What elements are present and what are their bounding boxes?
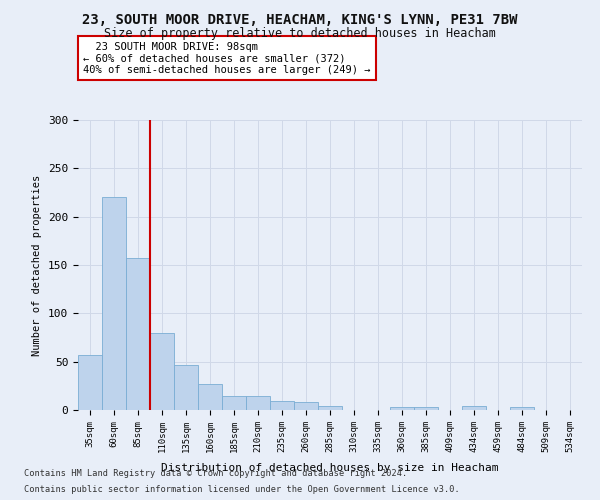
- Bar: [390, 407, 414, 410]
- Bar: [294, 402, 318, 410]
- Bar: [246, 396, 270, 410]
- Bar: [510, 407, 534, 410]
- Text: 23, SOUTH MOOR DRIVE, HEACHAM, KING'S LYNN, PE31 7BW: 23, SOUTH MOOR DRIVE, HEACHAM, KING'S LY…: [82, 12, 518, 26]
- Bar: [150, 332, 174, 410]
- Bar: [126, 258, 150, 410]
- Text: Contains HM Land Registry data © Crown copyright and database right 2024.: Contains HM Land Registry data © Crown c…: [24, 468, 407, 477]
- Bar: [222, 396, 246, 410]
- Text: Size of property relative to detached houses in Heacham: Size of property relative to detached ho…: [104, 28, 496, 40]
- Bar: [270, 402, 294, 410]
- Text: 23 SOUTH MOOR DRIVE: 98sqm  
← 60% of detached houses are smaller (372)
40% of s: 23 SOUTH MOOR DRIVE: 98sqm ← 60% of deta…: [83, 42, 371, 75]
- Bar: [102, 198, 126, 410]
- Bar: [198, 384, 222, 410]
- Bar: [414, 407, 438, 410]
- Y-axis label: Number of detached properties: Number of detached properties: [32, 174, 43, 356]
- Bar: [78, 355, 102, 410]
- Text: Contains public sector information licensed under the Open Government Licence v3: Contains public sector information licen…: [24, 485, 460, 494]
- Bar: [318, 406, 342, 410]
- Bar: [174, 364, 198, 410]
- X-axis label: Distribution of detached houses by size in Heacham: Distribution of detached houses by size …: [161, 463, 499, 473]
- Bar: [462, 406, 486, 410]
